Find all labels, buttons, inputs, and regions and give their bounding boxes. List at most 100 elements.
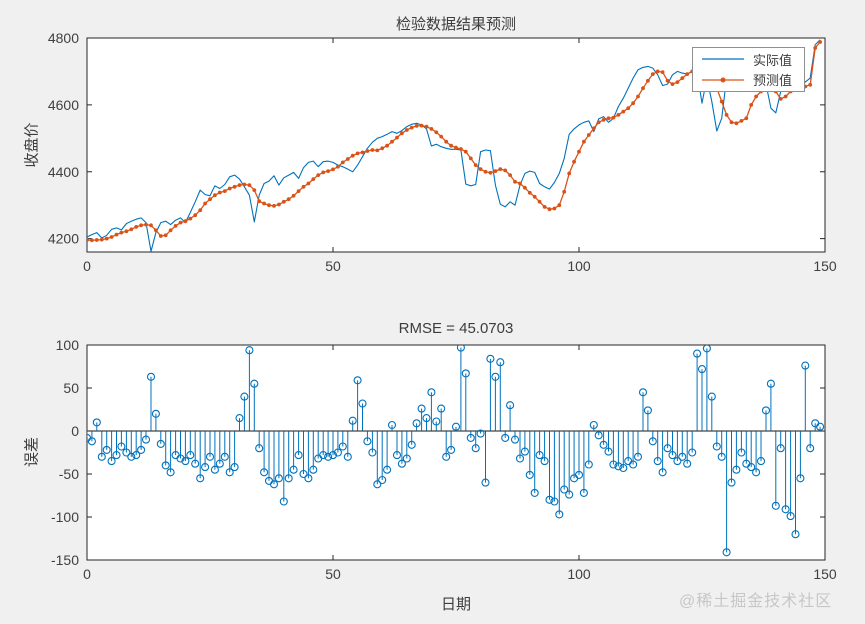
y-tick-label: 50 bbox=[63, 380, 79, 396]
y-tick-label: 4800 bbox=[48, 30, 79, 46]
stem-marker bbox=[796, 474, 805, 483]
predicted-marker bbox=[532, 194, 537, 199]
top-chart-title: 检验数据结果预测 bbox=[395, 16, 516, 33]
stem-marker bbox=[584, 460, 593, 469]
legend-entry-predicted: 预测值 bbox=[693, 70, 804, 89]
stem-marker bbox=[151, 409, 160, 418]
predicted-marker bbox=[217, 190, 222, 195]
stem-marker bbox=[387, 420, 397, 430]
predicted-marker bbox=[158, 234, 163, 238]
predicted-marker bbox=[149, 223, 153, 228]
stem-marker bbox=[141, 435, 151, 444]
predicted-marker bbox=[537, 199, 542, 204]
stem-marker bbox=[392, 451, 402, 460]
predicted-marker bbox=[808, 82, 813, 87]
stem-marker bbox=[397, 459, 406, 468]
predicted-marker bbox=[163, 233, 168, 238]
stem-marker bbox=[693, 349, 702, 358]
stem-marker bbox=[506, 401, 515, 410]
y-tick-label: -100 bbox=[51, 509, 79, 525]
predicted-marker bbox=[326, 169, 330, 174]
stem-marker bbox=[210, 465, 219, 474]
predicted-marker bbox=[277, 202, 281, 207]
stem-marker bbox=[732, 465, 741, 474]
stem-marker bbox=[604, 447, 613, 456]
predicted-marker bbox=[380, 146, 385, 151]
stem-marker bbox=[530, 488, 539, 497]
predicted-marker bbox=[641, 86, 645, 91]
bottom-chart-title: RMSE = 45.0703 bbox=[398, 320, 514, 337]
stem-marker bbox=[373, 480, 382, 489]
stem-marker bbox=[752, 468, 761, 477]
predicted-marker bbox=[783, 94, 788, 99]
predicted-marker bbox=[616, 113, 621, 117]
predicted-marker bbox=[395, 135, 399, 140]
stem-marker bbox=[368, 448, 377, 457]
predicted-marker bbox=[567, 171, 572, 176]
predicted-marker bbox=[513, 179, 517, 184]
stem-marker bbox=[255, 444, 264, 453]
predicted-marker bbox=[498, 167, 503, 172]
stem-marker bbox=[574, 470, 584, 479]
predicted-marker bbox=[281, 199, 286, 204]
predicted-marker bbox=[685, 72, 690, 76]
stem-marker bbox=[107, 457, 116, 466]
predicted-marker bbox=[488, 170, 493, 175]
predicted-marker bbox=[414, 124, 419, 128]
predicted-marker bbox=[463, 149, 468, 154]
predicted-marker bbox=[557, 203, 562, 208]
predicted-marker bbox=[459, 147, 463, 151]
x-tick-label: 50 bbox=[325, 566, 341, 582]
watermark: @稀土掘金技术社区 bbox=[679, 593, 833, 610]
stem-marker bbox=[442, 452, 451, 461]
predicted-marker bbox=[370, 148, 375, 152]
stem-marker bbox=[353, 376, 362, 385]
stem-marker bbox=[786, 512, 795, 521]
stem-marker bbox=[284, 474, 293, 483]
predicted-marker bbox=[104, 236, 109, 241]
x-tick-label: 0 bbox=[83, 258, 91, 274]
stem-marker bbox=[230, 463, 239, 472]
x-tick-label: 0 bbox=[83, 566, 91, 582]
predicted-marker bbox=[729, 120, 734, 125]
predicted-marker bbox=[375, 148, 380, 153]
predicted-marker bbox=[478, 167, 483, 172]
predicted-marker bbox=[90, 238, 94, 243]
predicted-marker bbox=[626, 106, 631, 111]
y-tick-label: 4400 bbox=[48, 164, 79, 180]
legend: 实际值 预测值 bbox=[692, 47, 805, 92]
stem-marker bbox=[235, 414, 244, 423]
predicted-marker bbox=[227, 186, 232, 191]
stem-marker bbox=[102, 445, 111, 454]
predicted-marker bbox=[493, 169, 498, 174]
predicted-marker bbox=[518, 181, 522, 186]
predicted-marker bbox=[154, 228, 158, 233]
stem-marker bbox=[816, 422, 825, 431]
stem-marker bbox=[481, 478, 490, 487]
stem-marker bbox=[338, 442, 347, 451]
stem-marker bbox=[565, 490, 574, 499]
stem-marker bbox=[629, 460, 638, 469]
predicted-marker bbox=[621, 109, 626, 114]
stem-marker bbox=[791, 530, 800, 539]
stem-marker bbox=[240, 392, 249, 401]
stem-marker bbox=[176, 454, 185, 463]
predicted-marker bbox=[237, 183, 242, 188]
bottom-chart-ylabel: 误差 bbox=[23, 436, 41, 468]
stem-marker bbox=[456, 345, 465, 352]
stem-marker bbox=[427, 388, 436, 397]
predicted-marker bbox=[321, 170, 326, 175]
stem-marker bbox=[402, 454, 411, 463]
stem-marker bbox=[471, 444, 480, 453]
stem-marker bbox=[92, 418, 101, 427]
x-tick-label: 100 bbox=[567, 258, 591, 274]
predicted-marker bbox=[124, 229, 129, 234]
error-chart-series bbox=[87, 345, 825, 557]
stem-marker bbox=[737, 448, 746, 457]
stem-marker bbox=[510, 435, 520, 444]
stem-marker bbox=[343, 452, 352, 461]
predicted-marker bbox=[208, 197, 212, 202]
predicted-marker bbox=[454, 145, 458, 150]
stem-marker bbox=[137, 445, 146, 454]
stem-marker bbox=[274, 474, 283, 483]
